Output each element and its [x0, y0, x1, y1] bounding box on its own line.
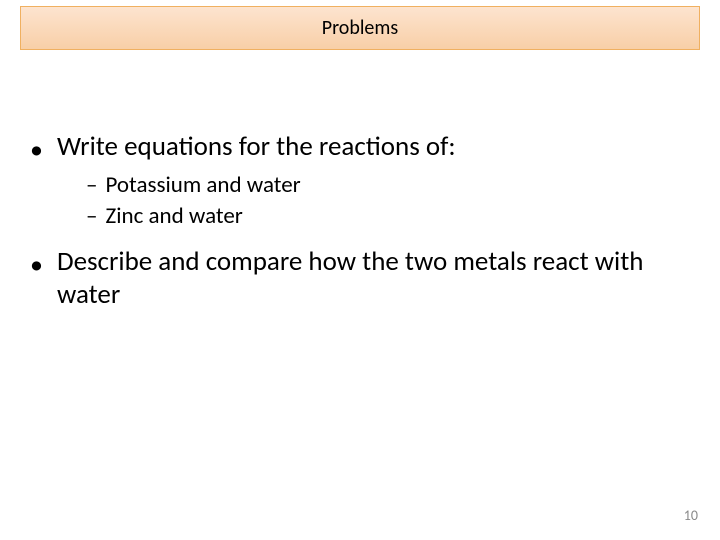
sub-marker: –: [86, 171, 97, 200]
bullet-marker: •: [30, 249, 43, 280]
sub-text: Potassium and water: [105, 171, 300, 200]
sub-item: – Potassium and water: [86, 171, 690, 200]
sub-list: – Potassium and water – Zinc and water: [86, 171, 690, 231]
bullet-text: Write equations for the reactions of:: [57, 130, 456, 164]
content-area: • Write equations for the reactions of: …: [30, 130, 690, 318]
bullet-marker: •: [30, 134, 43, 165]
page-number: 10: [684, 507, 698, 524]
bullet-text: Describe and compare how the two metals …: [57, 245, 690, 313]
sub-text: Zinc and water: [105, 202, 242, 231]
sub-marker: –: [86, 202, 97, 231]
sub-item: – Zinc and water: [86, 202, 690, 231]
title-text: Problems: [322, 16, 398, 40]
bullet-item: • Describe and compare how the two metal…: [30, 245, 690, 313]
bullet-item: • Write equations for the reactions of:: [30, 130, 690, 165]
title-box: Problems: [20, 6, 700, 50]
